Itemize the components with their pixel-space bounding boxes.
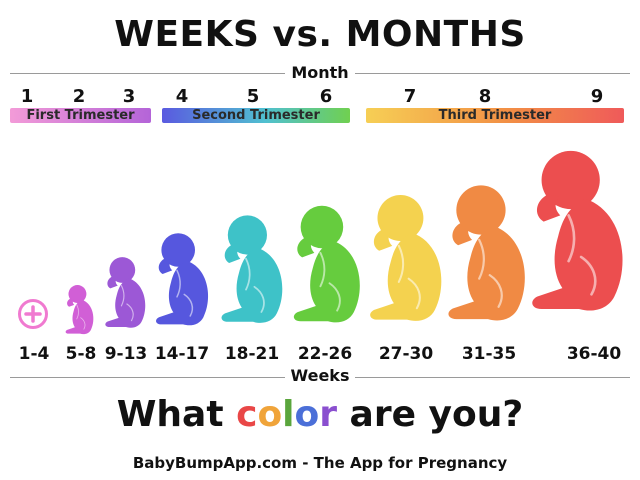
week-label-27-30: 27-30	[378, 344, 434, 364]
question-color-r: r	[319, 394, 338, 435]
question-after: are you?	[337, 394, 524, 435]
trimester-first: First Trimester	[10, 108, 151, 123]
question-color-l: l	[282, 394, 295, 435]
trimester-third: Third Trimester	[366, 108, 624, 123]
fetus-week-18-21	[221, 215, 283, 323]
fetus-week-22-26	[293, 205, 360, 323]
month-axis-label: Month	[0, 63, 640, 82]
month-2: 2	[72, 86, 86, 107]
fetus-week-14-17	[156, 233, 209, 326]
fetus-week-5-8	[65, 285, 94, 335]
week-label-22-26: 22-26	[297, 344, 353, 364]
month-9: 9	[590, 86, 604, 107]
week-label-9-13: 9-13	[104, 344, 148, 364]
question-color-o1: o	[257, 394, 283, 435]
week-label-36-40: 36-40	[566, 344, 622, 364]
page-title: WEEKS vs. MONTHS	[114, 14, 526, 55]
month-8: 8	[478, 86, 492, 107]
fetus-week-9-13	[105, 257, 146, 328]
month-6: 6	[319, 86, 333, 107]
week-label-18-21: 18-21	[224, 344, 280, 364]
trimester-second: Second Trimester	[162, 108, 350, 123]
question-color-c1: c	[236, 394, 258, 435]
week-label-14-17: 14-17	[154, 344, 210, 364]
question-color-o2: o	[294, 394, 320, 435]
week-label-1-4: 1-4	[18, 344, 50, 364]
fetus-week-31-35	[448, 185, 525, 321]
month-4: 4	[175, 86, 189, 107]
week-label-5-8: 5-8	[65, 344, 97, 364]
month-3: 3	[122, 86, 136, 107]
month-7: 7	[403, 86, 417, 107]
plus-circle-icon	[18, 299, 48, 329]
fetus-week-36-40	[532, 150, 623, 311]
footer-tagline: BabyBumpApp.com - The App for Pregnancy	[132, 454, 508, 472]
color-question: What color are you?	[0, 394, 640, 435]
week-label-31-35: 31-35	[461, 344, 517, 364]
question-before: What	[116, 394, 237, 435]
month-1: 1	[20, 86, 34, 107]
fetus-week-27-30	[370, 195, 442, 321]
month-5: 5	[246, 86, 260, 107]
weeks-axis-label: Weeks	[0, 366, 640, 385]
